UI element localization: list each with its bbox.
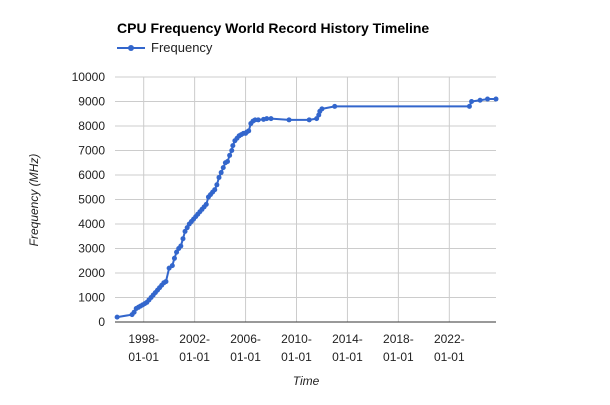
data-point	[227, 152, 233, 158]
data-point	[319, 106, 325, 112]
data-point	[306, 117, 312, 123]
y-axis-title: Frequency (MHz)	[27, 154, 41, 247]
data-point	[182, 228, 188, 234]
data-point	[203, 201, 209, 207]
data-point	[229, 148, 235, 153]
data-point	[466, 103, 472, 109]
data-point	[184, 225, 190, 231]
data-point	[131, 309, 137, 315]
data-point	[485, 96, 491, 102]
data-point	[246, 128, 252, 134]
data-point	[114, 314, 120, 320]
x-tick-label: 2010-01-01	[281, 332, 312, 364]
data-point	[171, 255, 177, 261]
legend-label-frequency: Frequency	[151, 40, 213, 55]
y-tick-label: 6000	[78, 168, 105, 182]
y-tick-label: 2000	[78, 266, 105, 280]
y-tick-label: 3000	[78, 242, 105, 256]
chart-title: CPU Frequency World Record History Timel…	[117, 20, 429, 36]
x-tick-label: 2022-01-01	[434, 332, 465, 364]
y-tick-label: 0	[98, 315, 105, 329]
data-point	[212, 187, 218, 193]
series-frequency	[114, 96, 499, 320]
legend: Frequency	[117, 40, 213, 55]
data-point	[220, 165, 226, 171]
x-tick-label: 2014-01-01	[332, 332, 363, 364]
data-point	[216, 174, 222, 180]
x-tick-label: 2002-01-01	[179, 332, 210, 364]
data-point	[255, 117, 261, 123]
data-point	[314, 116, 320, 122]
y-tick-label: 5000	[78, 193, 105, 207]
data-point	[493, 96, 499, 102]
data-point	[163, 279, 169, 285]
x-tick-label: 2006-01-01	[230, 332, 261, 364]
x-tick-label: 1998-01-01	[128, 332, 159, 364]
data-point	[286, 117, 292, 123]
data-point	[469, 99, 475, 104]
data-point	[225, 159, 231, 165]
data-point	[332, 103, 338, 109]
legend-marker	[128, 45, 134, 51]
series-line-frequency	[116, 98, 496, 319]
y-tick-label: 8000	[78, 119, 105, 133]
data-point	[218, 170, 224, 176]
data-point	[477, 97, 483, 103]
x-tick-label: 2018-01-01	[383, 332, 414, 364]
y-tick-label: 10000	[72, 70, 106, 84]
axes: 0 1000 2000 3000 4000 5000 6000 7000 8000 9000 100…	[72, 70, 496, 364]
data-point	[169, 263, 175, 269]
y-tick-label: 1000	[78, 291, 105, 305]
data-point	[264, 116, 270, 122]
data-point	[178, 243, 184, 249]
data-point	[230, 143, 236, 149]
data-point	[214, 182, 220, 188]
grid	[115, 76, 496, 322]
data-point	[268, 116, 274, 122]
data-point	[180, 236, 186, 242]
y-tick-label: 7000	[78, 144, 105, 158]
x-axis-title: Time	[293, 374, 320, 388]
y-tick-label: 4000	[78, 217, 105, 231]
data-point	[174, 249, 180, 255]
y-tick-label: 9000	[78, 95, 105, 109]
